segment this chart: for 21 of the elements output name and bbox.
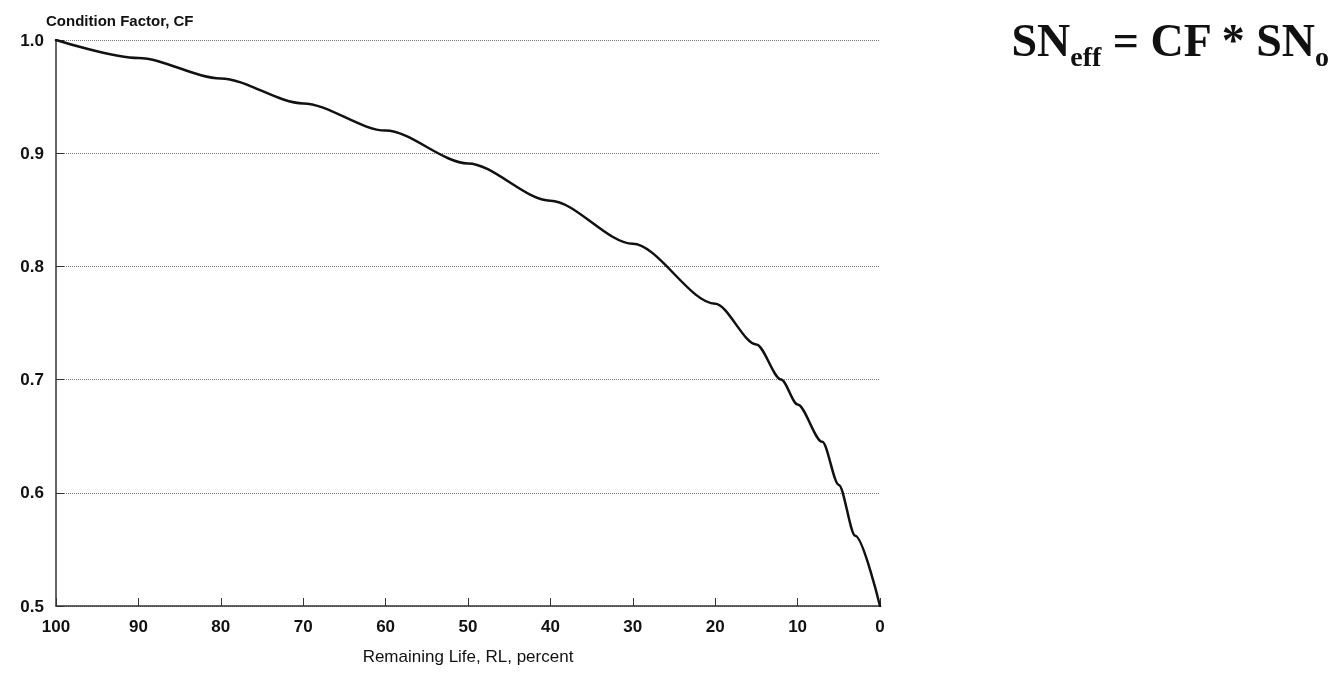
text: SN$_{eff}$ = CF * SN$_{o}$ <box>1011 14 1329 74</box>
y-tick-label: 0.9 <box>20 143 44 163</box>
x-tick-label: 50 <box>458 617 478 636</box>
x-tick-label: 20 <box>705 617 725 636</box>
y-tick-label: 0.7 <box>20 370 44 390</box>
x-tick-label: 10 <box>788 617 808 636</box>
x-tick-label: 70 <box>293 617 313 636</box>
y-tick-label: 0.6 <box>20 483 44 503</box>
y-tick-label: 0.8 <box>20 256 44 276</box>
y-tick-label: 0.5 <box>20 596 44 616</box>
x-tick-label: 0 <box>875 617 885 636</box>
x-tick-label: 100 <box>41 617 71 636</box>
line-series <box>54 38 882 608</box>
x-tick-label: 60 <box>376 617 396 636</box>
x-tick-label: 40 <box>540 617 560 636</box>
x-tick-label: 30 <box>623 617 643 636</box>
y-tick-label: 1.0 <box>20 30 44 50</box>
x-tick-label: 80 <box>211 617 231 636</box>
x-tick-label: 90 <box>128 617 148 636</box>
y-axis-title: Condition Factor, CF <box>46 12 194 29</box>
x-axis-title: Remaining Life, RL, percent <box>362 647 574 666</box>
